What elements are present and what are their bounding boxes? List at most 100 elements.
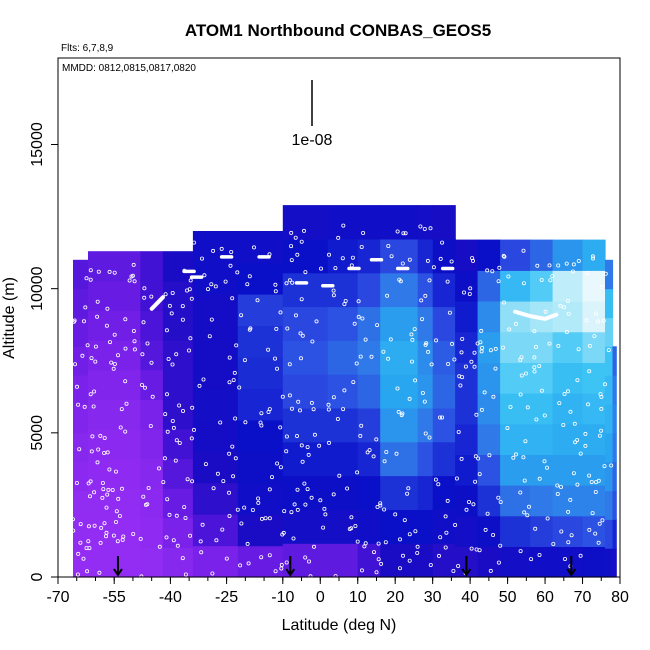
sample-point [263,516,268,521]
sample-point [107,467,112,472]
sample-point [461,290,466,295]
sample-point [458,383,463,388]
sample-point [112,361,117,366]
sample-point [583,431,588,436]
sample-point [177,440,182,445]
profile-arrow-head [566,568,577,577]
sample-point [183,516,188,521]
curtain-cell [552,454,584,486]
curtain-cell [432,306,456,341]
sample-point [88,479,93,484]
sample-point [282,509,287,514]
sample-point [493,366,498,371]
y-axis-label: Altitude (m) [1,277,18,359]
curtain-cell [380,543,419,578]
sample-point [342,388,347,393]
curtain-cell [380,374,419,409]
sample-point [274,326,279,331]
sample-point [403,231,408,236]
sample-point [123,317,128,322]
sample-point [412,327,417,332]
curtain-cell [582,485,606,517]
sample-point [305,445,310,450]
sample-point [593,489,598,494]
sample-point [177,403,182,408]
curtain-cell [380,509,419,544]
curtain-cell [582,270,606,302]
curtain-cell [477,301,501,333]
sample-point [104,530,109,535]
sample-point [469,359,474,364]
curtain-cell [605,461,614,492]
sample-point [156,466,161,471]
sample-point [507,327,512,332]
sample-point [578,553,583,558]
curtain-cell [605,346,614,376]
sample-point [163,412,168,417]
sample-point [532,355,537,360]
sample-point [259,516,264,521]
sample-point [355,470,360,475]
sample-point [245,541,250,546]
sample-point [400,261,405,266]
sample-point [384,449,389,454]
sample-point [386,243,391,248]
curtain-cell [582,362,606,394]
curtain-cell [417,509,434,544]
x-tick-label: 80 [611,589,629,606]
curtain-cell [327,543,359,578]
sample-point [95,314,100,319]
sample-point [331,492,336,497]
sample-point [545,516,550,521]
sample-point [547,263,552,268]
sample-point [106,487,111,492]
sample-point [376,557,381,562]
sample-point [362,544,367,549]
sample-point [74,480,79,485]
sample-point [576,347,581,352]
sample-point [406,486,411,491]
sample-point [356,314,361,319]
sample-point [255,298,260,303]
curtain-cell [357,238,381,274]
sample-point [485,268,490,273]
sample-point [290,280,295,285]
sample-point [385,293,390,298]
sample-point [227,514,232,519]
curtain-cell [282,475,329,510]
sample-point [551,542,556,547]
sample-point [279,566,284,571]
sample-point [318,498,323,503]
curtain-cell [357,205,381,240]
sample-point [472,364,477,369]
sample-point [543,309,548,314]
curtain-cell [192,388,239,421]
sample-point [78,540,83,545]
sample-point [407,396,412,401]
sample-point [306,559,311,564]
sample-point [111,533,116,538]
curtain-cell [552,239,584,271]
sample-point [189,436,194,441]
sample-point [542,459,547,464]
sample-point [77,447,82,452]
sample-point [374,570,379,575]
sample-point [564,329,569,334]
sample-point [529,557,534,562]
sample-point [443,545,448,550]
sample-point [173,458,178,463]
sample-point [289,244,294,249]
curtain-cell [192,482,239,515]
sample-point [317,443,322,448]
sample-point [482,390,487,395]
curtain-cell [73,317,89,347]
sample-point [537,553,542,558]
sample-point [235,507,240,512]
sample-point [284,560,289,565]
sample-point [250,507,255,512]
sample-point [218,420,223,425]
sample-point [599,284,604,289]
sample-point [120,486,125,491]
sample-point [102,435,107,440]
curtain-cell [237,451,284,484]
